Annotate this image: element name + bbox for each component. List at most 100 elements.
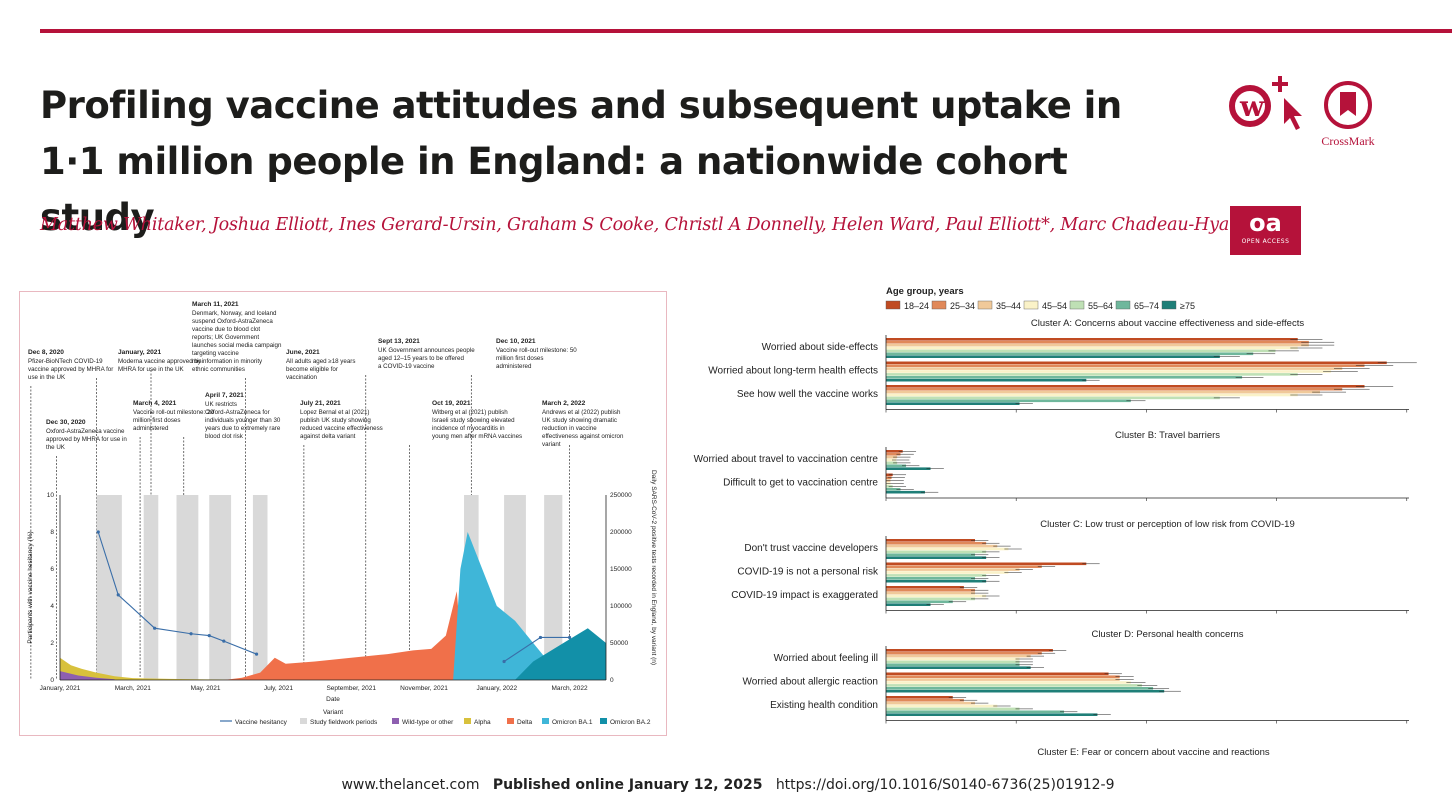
legend-label: Study fieldwork periods — [310, 719, 378, 726]
bar — [886, 707, 1020, 711]
y-left-tick: 6 — [50, 566, 54, 573]
bar — [886, 657, 1020, 661]
crossmark-label: CrossMark — [1321, 134, 1375, 148]
crossmark-icon — [1324, 81, 1372, 129]
y-right-tick: 100000 — [610, 603, 632, 610]
omicron-ba1-area — [453, 532, 570, 680]
annotation-date: March 4, 2021 — [133, 400, 177, 407]
annotation-text: UK restricts Oxford-AstraZeneca for indivi… — [205, 401, 281, 440]
legend-item: Alpha — [464, 718, 491, 726]
annotation-date: April 7, 2021 — [205, 392, 244, 399]
bar — [886, 696, 953, 699]
bar — [886, 490, 925, 494]
hesitancy-point — [189, 632, 193, 636]
lancet-online-logo[interactable]: w — [1228, 72, 1308, 134]
annotation-text: Pfizer-BioNTech COVID-19 vaccine approved… — [28, 358, 113, 381]
alpha-area — [60, 657, 242, 680]
oa-mark: oa — [1249, 209, 1282, 237]
age-swatch — [977, 300, 993, 310]
hesitancy-point — [96, 530, 100, 534]
bar-group: Worried about long-term health effects — [708, 361, 1417, 382]
bar-group: Worried about side-effects — [762, 338, 1335, 358]
footer: www.thelancet.com Published online Janua… — [0, 777, 1456, 793]
timeline-annotation: April 7, 2021 UK restricts Oxford-AstraZen… — [183, 392, 281, 680]
y-left-tick: 0 — [50, 677, 54, 684]
bar — [886, 367, 1343, 370]
bar — [886, 373, 1298, 376]
bar — [886, 710, 1065, 714]
open-access-badge: oa OPEN ACCESS — [1230, 206, 1301, 255]
bar — [886, 547, 1009, 551]
bar — [886, 340, 1309, 344]
age-swatch — [1069, 300, 1085, 310]
y-right-tick: 200000 — [610, 529, 632, 536]
bar — [886, 370, 1332, 373]
bar-group-label: COVID-19 is not a personal risk — [737, 567, 879, 578]
y-right-tick: 50000 — [610, 640, 628, 647]
svg-text:w: w — [1239, 90, 1265, 123]
bar — [886, 597, 976, 601]
hesitancy-point — [222, 639, 226, 643]
legend-swatch — [464, 718, 471, 724]
bar — [886, 562, 1087, 566]
bar — [886, 488, 901, 491]
bar — [886, 452, 901, 456]
crossmark-logo[interactable]: CrossMark — [1318, 80, 1378, 148]
bar — [886, 387, 1343, 391]
y-right-label: Daily SARS-CoV-2 positive tests recorded… — [650, 470, 657, 665]
bar — [886, 450, 903, 453]
bar-group-label: Difficult to get to vaccination centre — [723, 478, 878, 489]
bar — [886, 698, 964, 702]
bar — [886, 701, 976, 705]
x-axis-label: Date — [326, 696, 340, 703]
legend-item: Omicron BA.1 — [542, 718, 593, 726]
bar-group: Don't trust vaccine developers — [744, 539, 1022, 559]
y-right-tick: 150000 — [610, 566, 632, 573]
bar — [886, 376, 1243, 379]
bar — [886, 666, 1031, 669]
author-list: Matthew Whitaker, Joshua Elliott, Ines G… — [40, 215, 1255, 235]
fieldwork-period — [143, 495, 159, 680]
attitudes-bar-figure: Age group, years 18–24 25–34 35–44 45–54 55–6… — [680, 282, 1440, 762]
bar — [886, 672, 1109, 676]
timeline-annotation: Dec 8, 2020 Pfizer-BioNTech COVID-19 vacci… — [28, 349, 113, 680]
x-tick: January, 2022 — [476, 685, 517, 692]
hesitancy-point — [116, 593, 120, 597]
bar-group-label: Don't trust vaccine developers — [744, 543, 878, 554]
x-tick: May, 2021 — [191, 685, 221, 692]
annotation-text: All adults aged ≥18 years become eligible… — [286, 358, 355, 381]
x-tick: July, 2021 — [264, 685, 294, 692]
bar — [886, 689, 1165, 693]
age-label: 25–34 — [950, 301, 975, 311]
bar-group-label: Worried about long-term health effects — [708, 366, 878, 377]
bar — [886, 467, 931, 470]
legend-label: Delta — [517, 719, 533, 726]
age-label: 65–74 — [1134, 301, 1159, 311]
bar — [886, 553, 976, 557]
legend-title: Variant — [323, 709, 343, 716]
doi-link[interactable]: https://doi.org/10.1016/S0140-6736(25)01… — [775, 777, 1115, 793]
hesitancy-point — [254, 652, 259, 656]
bar-group: Worried about travel to vaccination cent… — [694, 450, 944, 470]
age-label: ≥75 — [1180, 301, 1195, 311]
annotation-date: Dec 8, 2020 — [28, 349, 64, 356]
bar-group: COVID-19 is not a personal risk — [737, 562, 1100, 583]
bar — [886, 541, 987, 545]
journal-site[interactable]: www.thelancet.com — [341, 777, 480, 793]
annotation-date: Oct 19, 2021 — [432, 400, 471, 407]
hesitancy-point — [502, 659, 506, 664]
age-legend-item: 35–44 — [977, 300, 1021, 311]
omicron-ba2-area — [515, 628, 606, 680]
age-swatch — [931, 300, 947, 310]
x-tick: March, 2021 — [115, 685, 152, 692]
age-legend-item: 25–34 — [931, 300, 975, 311]
hesitancy-point — [153, 626, 157, 630]
hesitancy-point — [207, 634, 211, 638]
fieldwork-period — [252, 495, 268, 680]
bar-group: COVID-19 impact is exaggerated — [731, 586, 1000, 606]
bar — [886, 684, 1142, 687]
timeline-annotation: March 11, 2021 Denmark, Norway, and Icela… — [150, 301, 282, 680]
annotation-date: Sept 13, 2021 — [378, 338, 420, 345]
legend-label: Wild-type or other — [402, 719, 454, 726]
age-label: 55–64 — [1088, 301, 1113, 311]
